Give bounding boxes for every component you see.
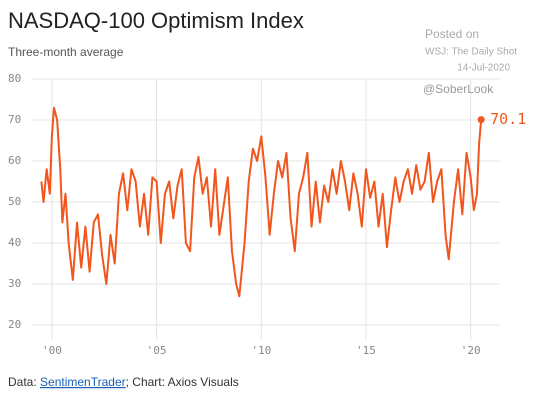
chart-subtitle: Three-month average <box>8 45 124 59</box>
x-tick-label: '20 <box>461 344 481 357</box>
posted-label: Posted on <box>425 27 479 41</box>
source-note: Data: SentimenTrader; Chart: Axios Visua… <box>8 375 239 389</box>
chart-title: NASDAQ-100 Optimism Index <box>8 8 304 33</box>
y-tick-label: 30 <box>8 277 21 290</box>
source-suffix: ; Chart: Axios Visuals <box>126 375 239 389</box>
x-tick-label: '15 <box>356 344 376 357</box>
x-tick-label: '05 <box>147 344 167 357</box>
source-link[interactable]: SentimenTrader <box>40 375 126 389</box>
y-tick-label: 80 <box>8 72 21 85</box>
plot-area: 20 30 40 50 60 70 80 '00 '05 '10 '15 '20 70.1 <box>8 72 526 357</box>
handle: @SoberLook <box>423 82 494 96</box>
x-tick-label: '00 <box>42 344 62 357</box>
y-tick-label: 60 <box>8 154 21 167</box>
y-tick-label: 50 <box>8 195 21 208</box>
y-tick-label: 40 <box>8 236 21 249</box>
y-tick-label: 20 <box>8 318 21 331</box>
y-tick-label: 70 <box>8 113 21 126</box>
data-line <box>40 106 483 298</box>
x-tick-label: '10 <box>251 344 271 357</box>
source-site: WSJ: The Daily Shot <box>425 47 517 58</box>
post-date: 14-Jul-2020 <box>457 63 510 74</box>
end-point <box>477 116 485 124</box>
source-prefix: Data: <box>8 375 40 389</box>
end-value-label: 70.1 <box>490 110 526 128</box>
